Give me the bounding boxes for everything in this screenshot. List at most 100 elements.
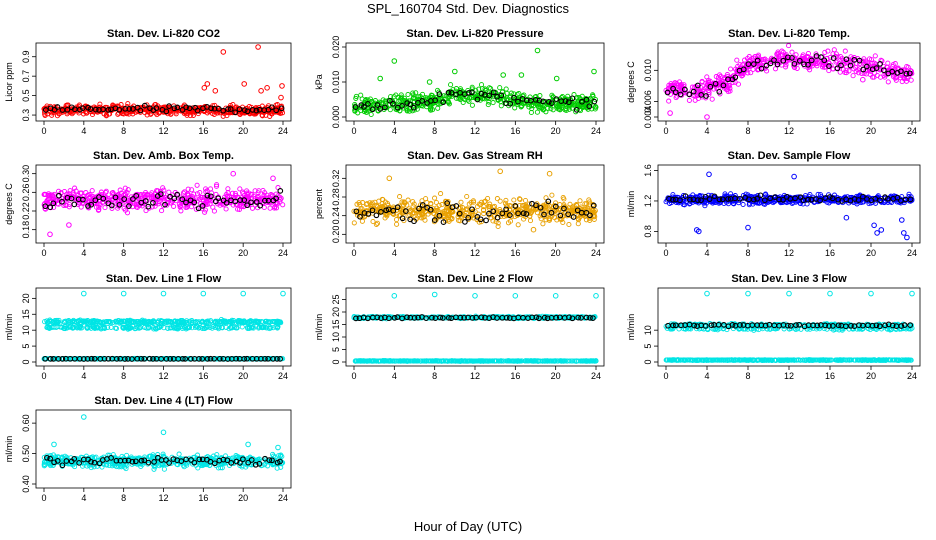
data-point bbox=[50, 200, 57, 207]
data-point bbox=[570, 214, 577, 220]
data-point bbox=[552, 203, 559, 210]
data-point bbox=[252, 320, 258, 326]
panel-5: Stan. Dev. Gas Stream RH0 4 8 12 16 20 240.200… bbox=[314, 150, 605, 258]
data-point bbox=[677, 91, 684, 98]
x-tick-label: 24 bbox=[591, 248, 601, 258]
data-point bbox=[56, 192, 62, 199]
data-point bbox=[248, 191, 254, 197]
x-tick-label: 16 bbox=[198, 248, 208, 258]
data-point bbox=[495, 223, 501, 230]
data-point bbox=[142, 324, 148, 330]
data-point bbox=[46, 324, 52, 331]
data-point bbox=[208, 105, 214, 112]
data-point bbox=[494, 214, 501, 221]
data-point bbox=[210, 204, 216, 210]
data-point bbox=[368, 111, 374, 118]
data-point bbox=[170, 323, 176, 330]
data-point bbox=[791, 64, 797, 70]
data-point bbox=[591, 98, 598, 105]
data-point bbox=[880, 67, 887, 74]
data-point bbox=[469, 84, 475, 90]
data-point bbox=[794, 65, 800, 71]
data-point bbox=[740, 201, 746, 208]
data-point bbox=[534, 109, 540, 115]
data-point bbox=[681, 86, 688, 93]
data-point bbox=[436, 91, 443, 97]
data-point bbox=[399, 215, 406, 222]
data-point bbox=[831, 47, 837, 53]
data-point bbox=[545, 98, 552, 105]
data-point bbox=[460, 99, 466, 106]
outlier-point bbox=[241, 81, 247, 87]
data-point bbox=[79, 195, 85, 201]
data-point bbox=[474, 96, 481, 103]
data-point bbox=[223, 200, 230, 206]
data-point bbox=[666, 98, 672, 104]
panel-points bbox=[351, 168, 598, 233]
data-point bbox=[796, 57, 803, 64]
data-point bbox=[904, 63, 910, 70]
data-point bbox=[68, 195, 75, 202]
data-point bbox=[706, 196, 713, 202]
x-tick-label: 12 bbox=[158, 126, 168, 136]
data-point bbox=[449, 314, 455, 321]
data-point bbox=[567, 315, 573, 321]
data-point bbox=[371, 101, 377, 107]
data-point bbox=[870, 74, 876, 80]
data-point bbox=[93, 318, 99, 324]
data-point bbox=[361, 104, 367, 110]
data-point bbox=[225, 186, 231, 192]
data-point bbox=[156, 323, 162, 329]
data-point bbox=[211, 355, 217, 362]
outlier-point bbox=[258, 88, 264, 94]
data-point bbox=[445, 207, 451, 214]
data-point bbox=[195, 205, 202, 212]
data-point bbox=[476, 201, 482, 207]
data-point bbox=[109, 190, 115, 196]
data-point bbox=[88, 355, 95, 362]
data-point bbox=[771, 57, 777, 63]
data-point bbox=[246, 103, 252, 110]
data-point bbox=[503, 197, 509, 203]
panel-points bbox=[663, 171, 915, 241]
data-point bbox=[575, 221, 581, 227]
data-point bbox=[436, 202, 442, 208]
data-point bbox=[456, 210, 463, 217]
x-tick-label: 20 bbox=[866, 126, 876, 136]
data-point bbox=[97, 101, 103, 107]
data-point bbox=[238, 204, 244, 210]
data-point bbox=[118, 190, 125, 196]
data-point bbox=[156, 198, 162, 204]
data-point bbox=[872, 53, 878, 59]
data-point bbox=[576, 94, 582, 101]
data-point bbox=[214, 182, 220, 188]
data-point bbox=[586, 103, 593, 110]
data-point bbox=[517, 196, 523, 202]
data-point bbox=[181, 195, 187, 201]
data-point bbox=[116, 198, 123, 204]
data-point bbox=[405, 91, 411, 98]
data-point bbox=[277, 188, 284, 194]
data-point bbox=[898, 68, 904, 75]
data-point bbox=[274, 356, 280, 362]
outlier-point bbox=[278, 94, 284, 101]
data-point bbox=[899, 67, 905, 73]
outlier-point bbox=[204, 81, 211, 87]
data-point bbox=[575, 216, 581, 222]
data-point bbox=[154, 188, 160, 194]
data-point bbox=[433, 199, 439, 206]
data-point bbox=[476, 219, 482, 225]
outlier-point bbox=[899, 217, 905, 223]
data-point bbox=[681, 202, 688, 208]
data-point bbox=[219, 318, 225, 325]
data-point bbox=[234, 324, 240, 331]
data-point bbox=[208, 193, 214, 200]
data-point bbox=[73, 188, 79, 194]
data-point bbox=[556, 106, 562, 112]
data-point bbox=[189, 187, 195, 193]
x-tick-label: 12 bbox=[158, 248, 168, 258]
data-point bbox=[532, 97, 539, 103]
data-point bbox=[387, 107, 393, 113]
data-point bbox=[469, 102, 475, 108]
y-tick-label: 0.30 bbox=[21, 165, 31, 183]
